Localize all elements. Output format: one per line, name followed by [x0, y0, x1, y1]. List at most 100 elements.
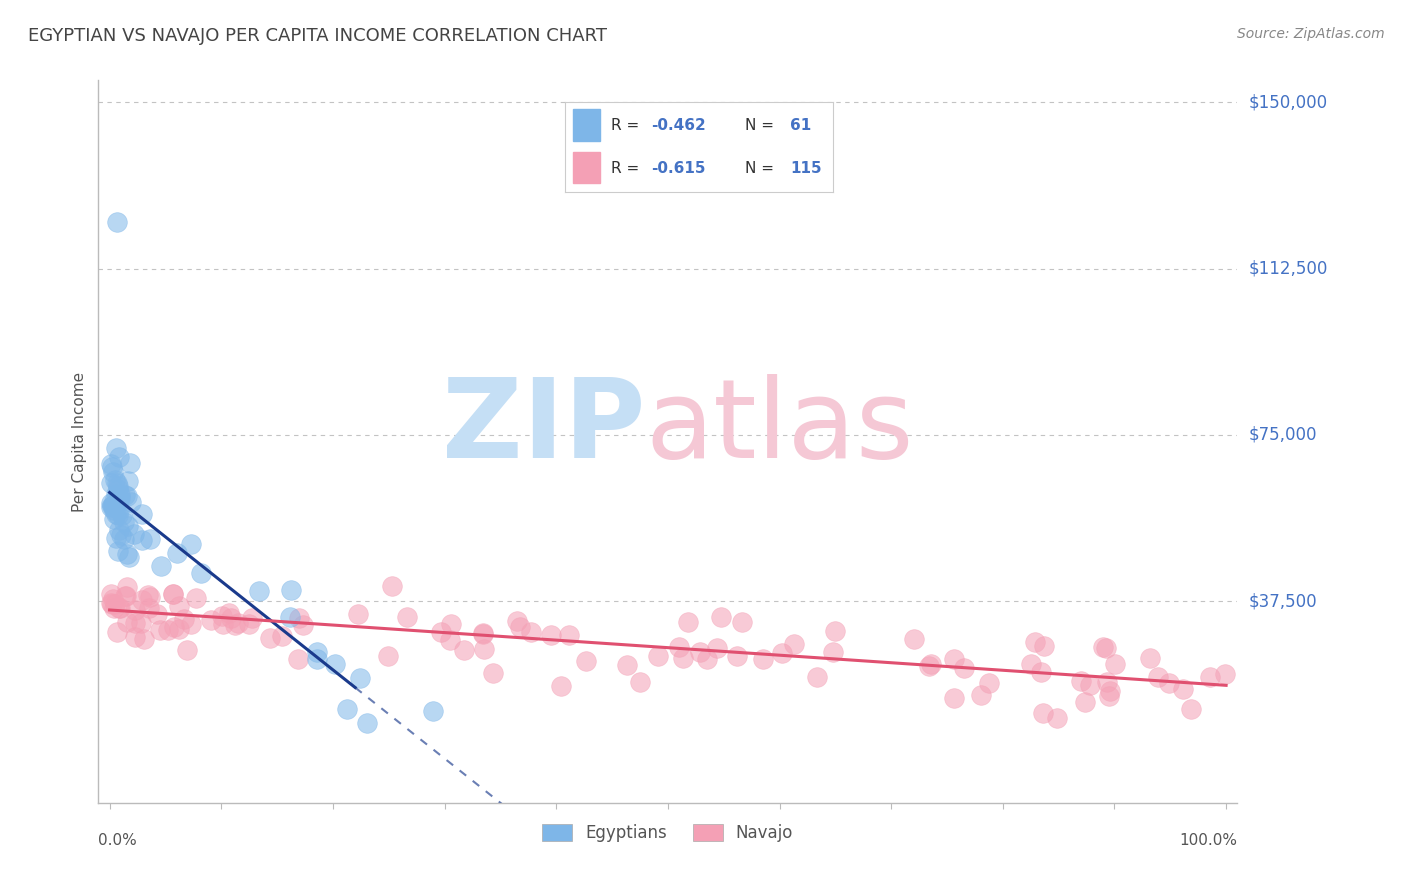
Point: [180, 537, 202, 551]
Point: [1032, 706, 1054, 720]
Point: [117, 519, 139, 533]
Point: [1099, 683, 1122, 698]
Point: [176, 643, 198, 657]
Point: [1031, 665, 1053, 680]
Point: [335, 702, 357, 716]
Point: [124, 630, 146, 644]
Legend: Egyptians, Navajo: Egyptians, Navajo: [536, 817, 800, 848]
Point: [115, 547, 138, 561]
Point: [103, 601, 125, 615]
Point: [124, 603, 146, 617]
Point: [307, 645, 329, 659]
Point: [115, 590, 138, 604]
Point: [226, 615, 249, 630]
Point: [1095, 641, 1118, 656]
Point: [453, 643, 475, 657]
Point: [482, 665, 505, 680]
Point: [381, 580, 404, 594]
Point: [953, 661, 976, 675]
Point: [105, 532, 128, 546]
Point: [101, 591, 124, 606]
Point: [138, 600, 160, 615]
Point: [770, 646, 793, 660]
Point: [259, 631, 281, 645]
Point: [101, 465, 124, 479]
Point: [108, 488, 131, 502]
Point: [104, 473, 127, 487]
Point: [903, 632, 925, 647]
Point: [647, 648, 669, 663]
Point: [104, 498, 127, 512]
Point: [212, 616, 235, 631]
Point: [1046, 711, 1069, 725]
Point: [689, 645, 711, 659]
Point: [1092, 640, 1115, 655]
Point: [139, 532, 162, 546]
Point: [806, 670, 828, 684]
Point: [107, 508, 129, 522]
Point: [167, 599, 190, 613]
Point: [124, 616, 146, 631]
Point: [104, 597, 127, 611]
Point: [821, 645, 844, 659]
Point: [943, 651, 966, 665]
Point: [100, 587, 122, 601]
Point: [134, 632, 156, 647]
Point: [224, 617, 246, 632]
Point: [1070, 673, 1092, 688]
Text: EGYPTIAN VS NAVAJO PER CAPITA INCOME CORRELATION CHART: EGYPTIAN VS NAVAJO PER CAPITA INCOME COR…: [28, 27, 607, 45]
Point: [103, 502, 125, 516]
Point: [292, 618, 315, 632]
Point: [105, 441, 128, 455]
Point: [731, 615, 754, 629]
Point: [920, 657, 942, 671]
Point: [108, 601, 131, 615]
Point: [1213, 666, 1236, 681]
Text: Source: ZipAtlas.com: Source: ZipAtlas.com: [1237, 27, 1385, 41]
Point: [107, 450, 129, 464]
Point: [377, 648, 399, 663]
Text: 100.0%: 100.0%: [1180, 833, 1237, 848]
Point: [918, 658, 941, 673]
Point: [107, 491, 129, 506]
Point: [211, 609, 233, 624]
Point: [942, 691, 965, 706]
Point: [305, 652, 328, 666]
Point: [1098, 689, 1121, 703]
Point: [1139, 650, 1161, 665]
Point: [1180, 702, 1202, 716]
Point: [278, 610, 301, 624]
Point: [1198, 670, 1220, 684]
Point: [122, 527, 145, 541]
Point: [115, 615, 138, 629]
Point: [162, 620, 184, 634]
Point: [550, 679, 572, 693]
Point: [240, 610, 263, 624]
Point: [107, 483, 129, 497]
Text: $37,500: $37,500: [1249, 592, 1317, 610]
Text: 0.0%: 0.0%: [98, 833, 138, 848]
Point: [110, 527, 132, 541]
Point: [471, 625, 494, 640]
Point: [100, 596, 122, 610]
Point: [107, 492, 129, 507]
Point: [725, 649, 748, 664]
Point: [472, 627, 495, 641]
Point: [287, 652, 309, 666]
Point: [131, 533, 153, 547]
Point: [1073, 695, 1095, 709]
Point: [1104, 657, 1126, 672]
Point: [100, 458, 122, 472]
Point: [107, 625, 129, 640]
Point: [149, 558, 172, 573]
Point: [112, 533, 135, 547]
Point: [977, 676, 1000, 690]
Point: [395, 610, 418, 624]
Point: [519, 625, 541, 640]
Point: [1146, 670, 1168, 684]
Point: [100, 500, 122, 514]
Point: [131, 507, 153, 521]
Point: [356, 716, 378, 731]
Point: [108, 503, 131, 517]
Point: [200, 614, 222, 628]
